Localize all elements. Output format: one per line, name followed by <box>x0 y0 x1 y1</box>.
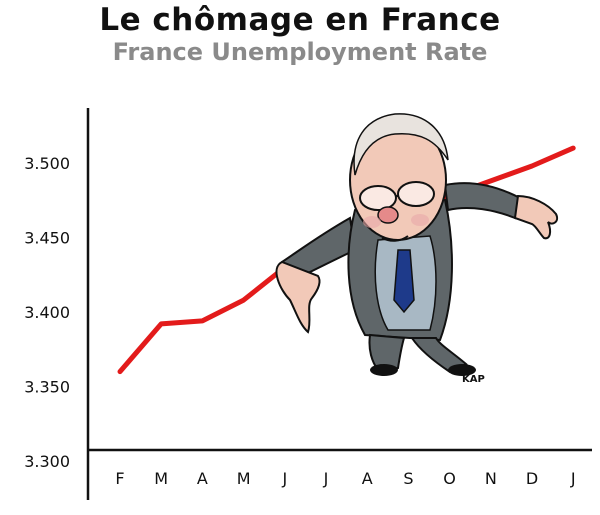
x-tick-label: N <box>485 469 497 488</box>
chart-title: Le chômage en France <box>99 2 501 38</box>
chart-subtitle: France Unemployment Rate <box>112 38 488 66</box>
x-tick-label: D <box>526 469 538 488</box>
x-tick-label: S <box>403 469 413 488</box>
y-tick-label: 3.450 <box>24 229 70 248</box>
y-tick-label: 3.300 <box>24 452 70 471</box>
x-tick-label: J <box>570 469 576 488</box>
x-tick-label: M <box>237 469 251 488</box>
series-line <box>117 145 576 375</box>
x-tick-label: A <box>362 469 373 488</box>
x-tick-label: M <box>154 469 168 488</box>
y-tick-label: 3.400 <box>24 303 70 322</box>
y-tick-label: 3.500 <box>24 154 70 173</box>
y-tick-label: 3.350 <box>24 378 70 397</box>
caricature-figure-icon <box>275 113 558 376</box>
x-tick-label: J <box>323 469 329 488</box>
artist-signature: KAP <box>462 374 485 385</box>
x-tick-label: J <box>281 469 287 488</box>
x-tick-label: A <box>197 469 208 488</box>
x-tick-label: F <box>115 469 124 488</box>
x-tick-label: O <box>443 469 456 488</box>
y-tick-labels: 3.300 3.350 3.400 3.450 3.500 <box>24 154 70 471</box>
